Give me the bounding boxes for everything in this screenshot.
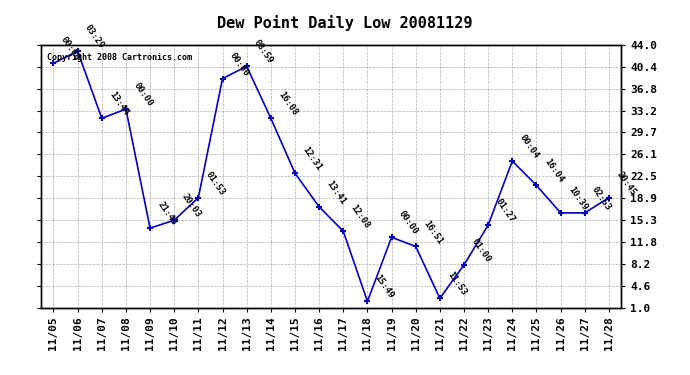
Text: 03:29: 03:29: [83, 23, 106, 50]
Text: 01:27: 01:27: [494, 197, 517, 224]
Text: 10:39: 10:39: [566, 185, 589, 212]
Text: 21:43: 21:43: [156, 200, 179, 227]
Text: 16:08: 16:08: [277, 90, 299, 117]
Text: 01:00: 01:00: [470, 237, 493, 264]
Text: 02:53: 02:53: [591, 185, 613, 212]
Text: 08:59: 08:59: [253, 38, 275, 66]
Text: 00:00: 00:00: [132, 81, 155, 108]
Text: 20:45: 20:45: [615, 170, 638, 197]
Text: 16:04: 16:04: [542, 158, 565, 184]
Text: Copyright 2008 Cartronics.com: Copyright 2008 Cartronics.com: [47, 53, 193, 62]
Text: 11:53: 11:53: [446, 270, 469, 298]
Text: 16:51: 16:51: [422, 219, 444, 246]
Text: 13:44: 13:44: [108, 90, 130, 117]
Text: 15:49: 15:49: [373, 273, 396, 301]
Text: 01:53: 01:53: [204, 170, 227, 197]
Text: 00:00: 00:00: [397, 209, 420, 237]
Text: 00:00: 00:00: [59, 35, 82, 63]
Text: 00:04: 00:04: [518, 133, 541, 160]
Text: 00:00: 00:00: [228, 51, 251, 78]
Text: Dew Point Daily Low 20081129: Dew Point Daily Low 20081129: [217, 15, 473, 31]
Text: 13:41: 13:41: [325, 179, 348, 206]
Text: 20:03: 20:03: [180, 192, 203, 219]
Text: 12:08: 12:08: [349, 203, 372, 230]
Text: 12:31: 12:31: [301, 145, 324, 172]
